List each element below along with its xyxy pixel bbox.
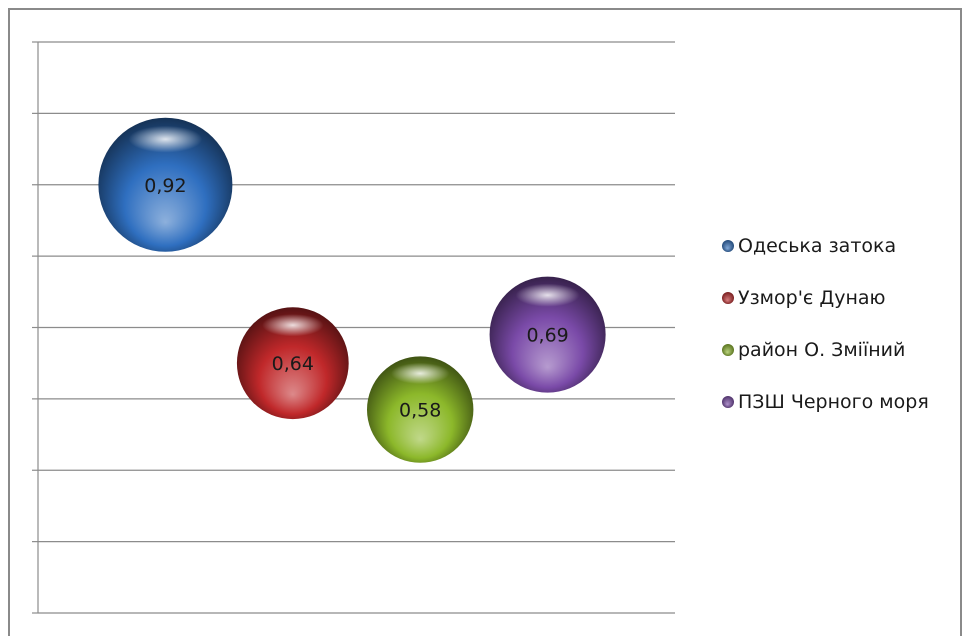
bubble-circle bbox=[98, 117, 233, 252]
bubble: 0,92 bbox=[98, 117, 233, 252]
bubble-circle bbox=[489, 276, 606, 393]
legend-label: Узмор'є Дунаю bbox=[738, 287, 886, 309]
chart-frame bbox=[8, 8, 962, 636]
bubble-highlight bbox=[515, 283, 580, 307]
bubble-highlight bbox=[262, 314, 324, 337]
bubble-circle bbox=[236, 307, 349, 420]
legend: Одеська затока Узмор'є Дунаю район О. Змії… bbox=[722, 235, 929, 413]
legend-label: ПЗШ Черного моря bbox=[738, 391, 929, 413]
legend-marker bbox=[722, 396, 734, 408]
bubbles: 0,92 0,64 0,58 0,69 bbox=[98, 117, 606, 463]
y-axis bbox=[32, 41, 675, 614]
data-label: 0,69 bbox=[526, 325, 568, 347]
data-label: 0,92 bbox=[144, 175, 186, 197]
legend-item: ПЗШ Черного моря bbox=[722, 391, 929, 413]
legend-marker bbox=[722, 292, 734, 304]
legend-item: Одеська затока bbox=[722, 235, 896, 257]
bubble-highlight bbox=[390, 362, 450, 385]
legend-label: район О. Зміїний bbox=[738, 339, 905, 361]
data-label: 0,64 bbox=[272, 353, 314, 375]
bubble-highlight bbox=[128, 125, 203, 153]
legend-marker bbox=[722, 344, 734, 356]
legend-label: Одеська затока bbox=[738, 235, 896, 257]
bubble-circle bbox=[367, 356, 474, 463]
bubble: 0,69 bbox=[489, 276, 606, 393]
bubble: 0,64 bbox=[236, 307, 349, 420]
legend-item: Узмор'є Дунаю bbox=[722, 287, 886, 309]
data-label: 0,58 bbox=[399, 400, 441, 422]
legend-marker bbox=[722, 240, 734, 252]
bubble: 0,58 bbox=[367, 356, 474, 463]
legend-item: район О. Зміїний bbox=[722, 339, 905, 361]
